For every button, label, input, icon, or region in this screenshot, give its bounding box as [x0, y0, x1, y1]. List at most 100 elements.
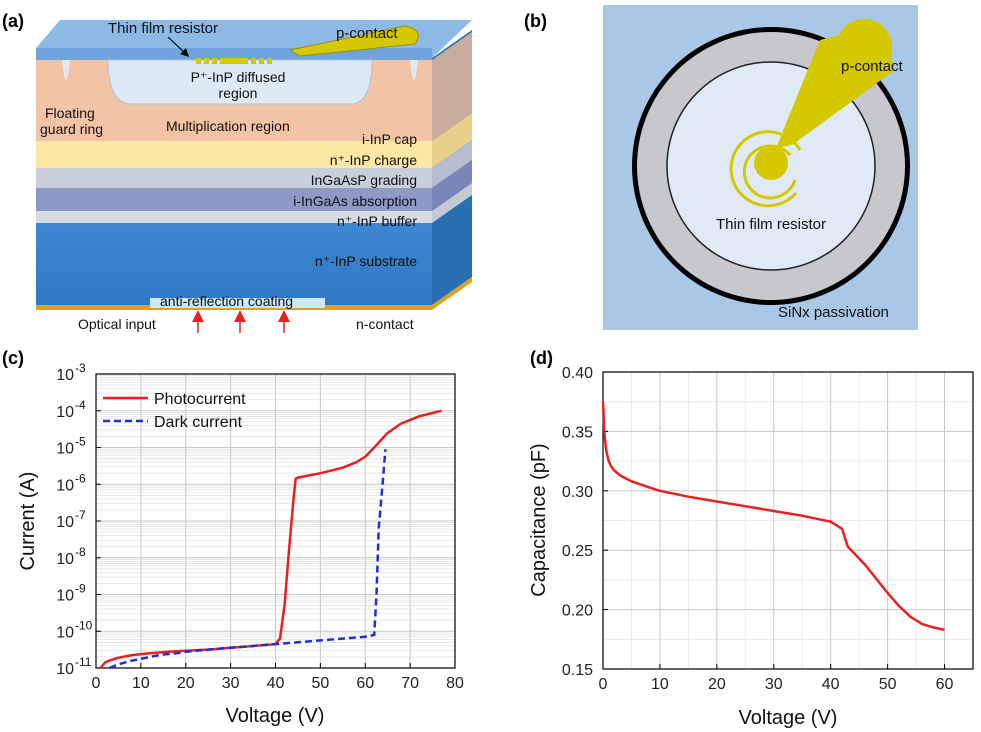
chart-c-grid	[96, 374, 455, 668]
x-tick-label: 40	[822, 676, 840, 693]
label-thin-film-resistor: Thin film resistor	[108, 20, 218, 37]
label-multiplication: Multiplication region	[166, 118, 290, 134]
x-tick-label: 20	[177, 675, 195, 692]
y-tick-exponent: -6	[75, 471, 86, 485]
x-tick-label: 70	[401, 675, 419, 692]
resistor-segments	[196, 58, 272, 64]
y-tick-exponent: -4	[75, 398, 86, 412]
label-cap: i-InP cap	[362, 131, 417, 147]
arc-layer	[150, 298, 325, 308]
panel-a-label: (a)	[2, 11, 24, 31]
layer-buffer	[36, 211, 432, 223]
label-sinx: SiNx passivation	[778, 304, 889, 321]
photocurrent-line	[99, 409, 442, 669]
y-tick-exponent: -11	[75, 655, 92, 669]
optical-arrows	[192, 310, 290, 333]
y-tick-label: 0.30	[562, 484, 593, 501]
label-buffer: n⁺-InP buffer	[337, 213, 417, 229]
label-diffused-1: P⁺-InP diffused	[191, 69, 286, 85]
panel-c-label: (c)	[2, 348, 24, 368]
label-arc: anti-reflection coating	[160, 293, 293, 309]
label-grading: InGaAsP grading	[311, 172, 417, 188]
y-tick-label: 0.20	[562, 603, 593, 620]
layer-grading	[36, 168, 432, 188]
panel-c: (c) 0 10 20 30 40 50 60 70 80 10-1110-1010-910-8…	[2, 348, 464, 727]
x-tick-label: 10	[132, 675, 150, 692]
layer-substrate	[36, 223, 432, 305]
legend-photocurrent: Photocurrent	[154, 391, 246, 408]
x-tick-label: 0	[599, 676, 608, 693]
x-tick-label: 10	[651, 676, 669, 693]
label-thin-film-resistor-b: Thin film resistor	[716, 216, 826, 233]
label-absorption: i-InGaAs absorption	[293, 193, 417, 209]
y-tick-label: 10	[56, 624, 74, 641]
chart-d-frame	[602, 371, 974, 670]
p-contact-pad	[288, 25, 419, 57]
label-substrate: n⁺-InP substrate	[315, 253, 417, 269]
guard-ring-left	[62, 60, 70, 80]
dark-current-line	[109, 449, 387, 670]
chart-c-ylabel: Current (A)	[17, 472, 39, 571]
y-tick-label: 10	[56, 661, 74, 678]
layer-absorption	[36, 188, 432, 211]
y-tick-label: 10	[56, 441, 74, 458]
panel-b: (b) p-contact Thin film resistor SiNx pa…	[524, 5, 918, 330]
x-tick-label: 60	[936, 676, 954, 693]
y-tick-label: 10	[56, 551, 74, 568]
x-tick-label: 60	[356, 675, 374, 692]
y-tick-label: 10	[56, 404, 74, 421]
chart-d-xticks: 0 10 20 30 40 50 60	[599, 664, 954, 693]
chart-d-yticks: 0.15 0.20 0.25 0.30 0.35 0.40	[562, 365, 608, 679]
n-contact-strip	[36, 277, 472, 310]
panel-b-label: (b)	[524, 11, 547, 31]
x-tick-label: 50	[311, 675, 329, 692]
label-floating-2: guard ring	[40, 121, 103, 137]
diffused-region	[107, 59, 373, 105]
y-tick-exponent: -9	[75, 582, 86, 596]
resistor-center	[754, 146, 788, 180]
side-multiplication	[432, 32, 472, 141]
layer-charge	[36, 141, 432, 168]
y-tick-exponent: -10	[75, 618, 93, 632]
x-tick-label: 30	[765, 676, 783, 693]
side-charge	[432, 113, 472, 168]
panel-a: (a)	[2, 11, 472, 333]
p-contact-pad-top	[836, 19, 892, 75]
x-tick-label: 20	[708, 676, 726, 693]
label-n-contact: n-contact	[356, 316, 414, 332]
y-tick-label: 0.35	[562, 424, 593, 441]
x-tick-label: 0	[92, 675, 101, 692]
x-tick-label: 50	[879, 676, 897, 693]
side-absorption	[432, 160, 472, 211]
y-tick-label: 10	[56, 477, 74, 494]
resistor-pointer	[167, 36, 190, 57]
x-tick-label: 30	[222, 675, 240, 692]
chart-c-xlabel: Voltage (V)	[226, 705, 325, 727]
chart-c-xticks: 0 10 20 30 40 50 60 70 80	[92, 663, 464, 692]
label-p-contact-b: p-contact	[841, 58, 904, 75]
legend-dark-current: Dark current	[154, 414, 243, 431]
y-tick-label: 0.40	[562, 365, 593, 382]
y-tick-exponent: -8	[75, 545, 86, 559]
y-tick-exponent: -3	[75, 361, 86, 375]
label-diffused-2: region	[219, 85, 258, 101]
label-charge: n⁺-InP charge	[330, 152, 418, 168]
chart-d-grid	[603, 372, 973, 669]
y-tick-label: 10	[56, 367, 74, 384]
side-buffer	[432, 183, 472, 223]
y-tick-label: 10	[56, 588, 74, 605]
y-tick-exponent: -7	[75, 508, 86, 522]
label-floating-1: Floating	[45, 105, 95, 121]
capacitance-line	[601, 401, 945, 632]
chart-c-legend: Photocurrent Dark current	[103, 391, 246, 431]
x-tick-label: 80	[446, 675, 464, 692]
panel-d-label: (d)	[530, 348, 553, 368]
x-tick-label: 40	[267, 675, 285, 692]
guard-ring-right	[410, 60, 418, 80]
panel-d: (d) 0 10 20 30 40 50 60 0.150.200.250.300.350.…	[528, 348, 974, 729]
chart-d-ylabel: Capacitance (pF)	[528, 443, 550, 596]
y-tick-label: 10	[56, 514, 74, 531]
y-tick-exponent: -5	[75, 435, 86, 449]
